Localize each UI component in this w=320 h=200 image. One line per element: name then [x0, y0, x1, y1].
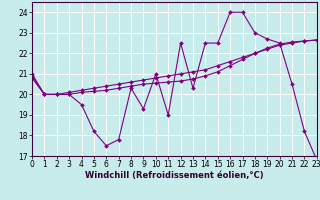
- X-axis label: Windchill (Refroidissement éolien,°C): Windchill (Refroidissement éolien,°C): [85, 171, 264, 180]
